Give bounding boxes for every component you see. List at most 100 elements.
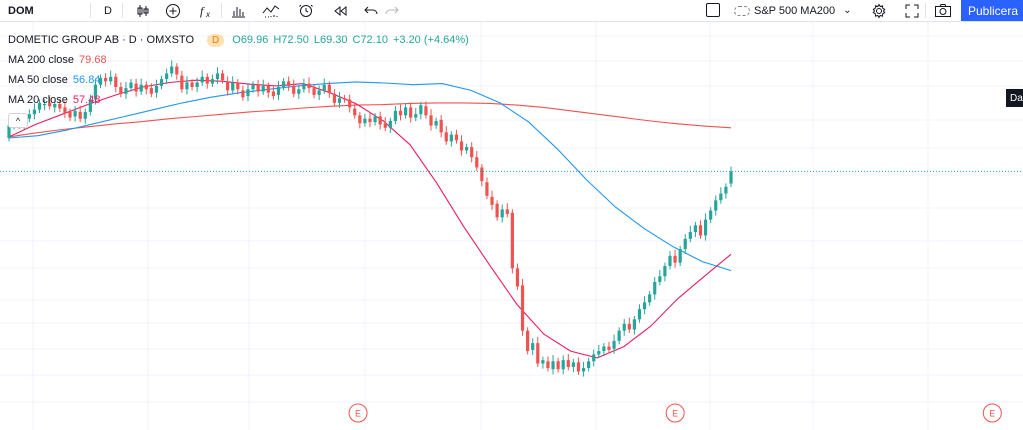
candle-body bbox=[414, 114, 418, 118]
candle-body bbox=[587, 361, 591, 369]
candle-body bbox=[48, 102, 52, 107]
compare-symbol-chip[interactable]: S&P 500 MA200 ⌄ bbox=[734, 0, 852, 21]
candle-body bbox=[363, 118, 367, 124]
candle-body bbox=[68, 111, 72, 118]
candle-body bbox=[434, 121, 438, 126]
candle-body bbox=[307, 83, 311, 89]
candle-body bbox=[419, 105, 423, 115]
add-indicator-icon[interactable] bbox=[164, 0, 182, 21]
low-label: L bbox=[313, 34, 320, 46]
candle-body bbox=[698, 225, 703, 236]
symbol-search[interactable]: DOM bbox=[8, 4, 34, 17]
candle-body bbox=[165, 73, 169, 80]
candle-body bbox=[592, 354, 596, 362]
candle-body bbox=[327, 84, 331, 93]
candle-body bbox=[139, 84, 143, 92]
candle-body bbox=[98, 77, 103, 85]
candle-body bbox=[266, 85, 270, 93]
candle-body bbox=[424, 106, 428, 116]
candle-body bbox=[714, 200, 718, 211]
candle-body bbox=[531, 343, 535, 350]
ma20-label: MA 20 close bbox=[8, 94, 68, 106]
candle-body bbox=[317, 90, 321, 95]
earnings-marker[interactable]: E bbox=[982, 403, 1002, 423]
interval-selector[interactable]: D bbox=[104, 4, 112, 17]
toolbar-divider bbox=[925, 3, 926, 18]
snapshot-icon[interactable] bbox=[934, 0, 952, 21]
candle-body bbox=[302, 83, 306, 90]
earnings-marker-circle bbox=[665, 403, 685, 423]
candle-body bbox=[353, 108, 357, 116]
close-label: C bbox=[352, 34, 361, 46]
publish-button[interactable]: Publicera bbox=[961, 0, 1023, 21]
compare-toggle-checkbox[interactable] bbox=[706, 3, 720, 17]
candle-body bbox=[495, 203, 499, 218]
collapse-legend-button[interactable]: ^ bbox=[8, 113, 28, 128]
ma20-legend-row[interactable]: MA 20 close 57.48 bbox=[8, 90, 474, 110]
bar-style-icon[interactable] bbox=[134, 0, 152, 21]
earnings-marker-label: E bbox=[672, 409, 678, 419]
undo-icon[interactable] bbox=[362, 0, 380, 21]
candle-body bbox=[541, 360, 545, 364]
candle-body bbox=[409, 107, 413, 118]
ma50-value: 56.84 bbox=[72, 74, 101, 86]
candle-body bbox=[673, 255, 677, 263]
chart-legend: DOMETIC GROUP AB · D · OMXSTO D O 69.96 … bbox=[8, 30, 474, 128]
candle-body bbox=[215, 73, 220, 80]
candle-body bbox=[678, 249, 682, 263]
candle-body bbox=[546, 361, 550, 369]
candle-body bbox=[200, 76, 204, 83]
close-value: 72.10 bbox=[360, 34, 388, 46]
fullscreen-icon[interactable] bbox=[903, 0, 921, 21]
earnings-marker-label: E bbox=[989, 409, 995, 419]
symbol-title[interactable]: DOMETIC GROUP AB · D · OMXSTO bbox=[8, 34, 195, 46]
ma200-line bbox=[8, 102, 732, 138]
candle-body bbox=[27, 114, 31, 119]
candle-body bbox=[510, 212, 514, 269]
candle-body bbox=[129, 82, 133, 89]
change-value: +3.20 (+4.64%) bbox=[392, 34, 469, 46]
candle-body bbox=[617, 330, 621, 341]
candle-body bbox=[526, 330, 530, 352]
replay-icon[interactable] bbox=[331, 0, 349, 21]
redo-icon[interactable] bbox=[383, 0, 401, 21]
toolbar-divider bbox=[122, 3, 123, 18]
candle-body bbox=[342, 98, 347, 100]
candle-body bbox=[32, 109, 37, 115]
candle-body bbox=[429, 115, 433, 126]
candle-body bbox=[149, 88, 153, 94]
candle-body bbox=[114, 76, 118, 87]
alert-icon[interactable] bbox=[297, 0, 315, 21]
candle-body bbox=[231, 82, 235, 91]
chevron-down-icon[interactable]: ⌄ bbox=[843, 5, 852, 16]
ma50-line bbox=[8, 81, 732, 272]
compare-symbol-label: S&P 500 MA200 bbox=[754, 4, 836, 17]
candle-body bbox=[449, 134, 453, 142]
date-tooltip: Da bbox=[1006, 89, 1023, 107]
cloud-icon bbox=[734, 5, 750, 16]
earnings-marker[interactable]: E bbox=[348, 403, 368, 423]
candle-body bbox=[73, 110, 77, 117]
earnings-marker[interactable]: E bbox=[665, 403, 685, 423]
candle-body bbox=[648, 294, 652, 303]
candle-body bbox=[383, 123, 387, 128]
compare-icon[interactable] bbox=[262, 0, 280, 21]
candle-body bbox=[261, 85, 265, 92]
candle-body bbox=[124, 88, 128, 94]
interval-badge: D bbox=[207, 33, 225, 47]
candle-body bbox=[373, 116, 377, 123]
candle-body bbox=[490, 196, 494, 205]
ma20-value: 57.48 bbox=[72, 94, 101, 106]
candle-body bbox=[236, 82, 240, 90]
candle-body bbox=[337, 98, 342, 103]
ma50-legend-row[interactable]: MA 50 close 56.84 bbox=[8, 70, 474, 90]
earnings-marker-label: E bbox=[355, 409, 361, 419]
chart-type-icon[interactable] bbox=[229, 0, 247, 21]
settings-icon[interactable] bbox=[870, 0, 888, 21]
candle-body bbox=[663, 266, 667, 277]
ma200-legend-row[interactable]: MA 200 close 79.68 bbox=[8, 50, 474, 70]
legend-title-row: DOMETIC GROUP AB · D · OMXSTO D O 69.96 … bbox=[8, 30, 474, 50]
